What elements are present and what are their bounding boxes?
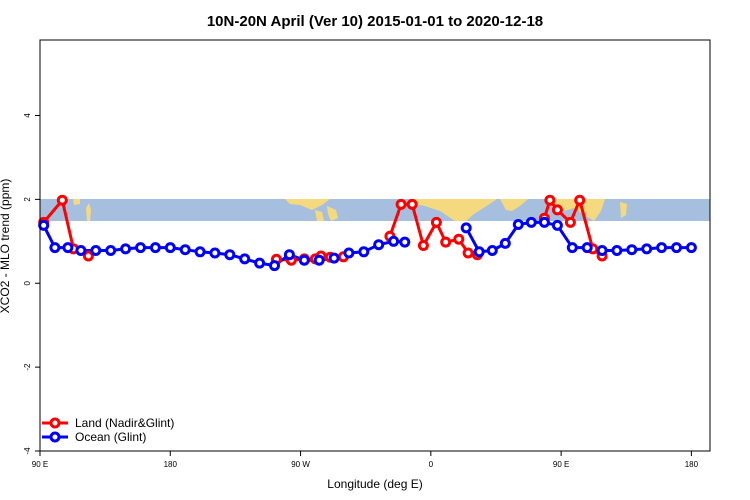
map-land-3	[315, 210, 324, 221]
series-1-point	[473, 246, 485, 258]
series-1-point	[269, 260, 280, 272]
series-0-point	[544, 194, 556, 206]
series-1-point	[388, 235, 400, 247]
series-1-point	[499, 237, 511, 249]
series-1-point	[551, 219, 563, 231]
y-tick-label: 2	[23, 197, 32, 202]
x-tick-label: 90 W	[291, 460, 310, 469]
series-0-point	[551, 204, 563, 216]
map-land-7	[551, 199, 605, 221]
series-1-point	[373, 239, 385, 251]
series-1-point	[298, 254, 310, 266]
series-1-point	[239, 253, 251, 265]
series-0-point	[395, 198, 407, 210]
series-1-point	[209, 247, 221, 259]
series-1-point	[685, 242, 697, 254]
map-land-1	[86, 203, 91, 221]
series-0-point	[440, 236, 452, 248]
series-1-point	[254, 257, 266, 269]
series-1-point	[486, 245, 498, 256]
y-tick-label: 4	[23, 113, 32, 118]
legend: Land (Nadir&Glint)Ocean (Glint)	[42, 416, 174, 444]
legend-marker	[49, 431, 61, 443]
series-1-point	[179, 244, 191, 256]
series-1-point	[626, 244, 638, 256]
series-1-point	[38, 219, 50, 231]
map-land-4	[327, 206, 338, 221]
series-0-point	[462, 247, 474, 259]
map-ocean	[40, 199, 710, 221]
map-land-8	[620, 202, 627, 218]
series-1-point	[525, 216, 537, 228]
x-tick-label: 90 E	[553, 460, 569, 469]
x-tick-label: 180	[164, 460, 178, 469]
series-1-point	[62, 242, 74, 254]
map-land-0	[73, 199, 80, 205]
series-1-point	[328, 252, 340, 264]
series-0-point	[564, 216, 576, 228]
map-strip	[40, 199, 710, 221]
map-land-5	[410, 199, 497, 221]
series-1-point	[49, 242, 61, 254]
series-1-point	[611, 245, 623, 256]
series-0-point	[453, 233, 465, 245]
y-tick-label: -2	[23, 363, 32, 371]
series-1-point	[581, 242, 593, 254]
series-1-point	[358, 246, 370, 258]
series-1-point	[105, 245, 117, 256]
series-1-point	[149, 242, 161, 254]
series-1-point	[538, 216, 550, 228]
y-axis-label: XCO2 - MLO trend (ppm)	[0, 179, 12, 314]
series-1-point	[566, 242, 578, 254]
x-axis-label: Longitude (deg E)	[327, 477, 422, 491]
series-1-point	[656, 242, 668, 254]
series-1-point	[596, 245, 608, 256]
series-1-point	[313, 254, 325, 266]
x-axis: 90 E 180 90 W 0 90 E 180	[32, 451, 699, 469]
series-1-point	[164, 242, 176, 254]
y-tick-label: -4	[23, 447, 32, 455]
series-1-point	[90, 245, 102, 256]
series-1-point	[75, 245, 87, 256]
series-0-point	[574, 194, 586, 206]
legend-label: Land (Nadir&Glint)	[75, 416, 174, 430]
x-tick-label: 180	[685, 460, 699, 469]
series-1-point	[194, 246, 206, 258]
series-1-point	[135, 242, 146, 254]
plot-frame	[39, 39, 711, 452]
series-1-point	[641, 243, 653, 255]
map-land-6	[500, 199, 528, 211]
series-1-point	[671, 242, 682, 254]
series-1-point	[224, 249, 236, 261]
legend-marker	[49, 417, 61, 429]
series-0-point	[417, 240, 429, 251]
series-1-point	[399, 236, 411, 248]
series-1-point	[460, 222, 472, 234]
x-tick-label: 90 E	[32, 460, 48, 469]
series-1-point	[283, 249, 295, 261]
legend-label: Ocean (Glint)	[75, 430, 146, 444]
series-0-point	[406, 198, 418, 210]
series-0-point	[56, 194, 68, 206]
map-land-2	[285, 199, 330, 210]
chart-title: 10N-20N April (Ver 10) 2015-01-01 to 202…	[207, 13, 543, 30]
series-0-point	[430, 216, 442, 228]
series-1-point	[120, 243, 132, 255]
series-layer	[38, 194, 697, 272]
y-tick-label: 0	[23, 280, 32, 285]
y-axis: -4 -2 0 2 4	[23, 113, 40, 455]
x-tick-label: 0	[429, 460, 434, 469]
series-0-point	[82, 250, 94, 262]
series-1-point	[512, 219, 524, 230]
series-1-point	[343, 247, 355, 259]
